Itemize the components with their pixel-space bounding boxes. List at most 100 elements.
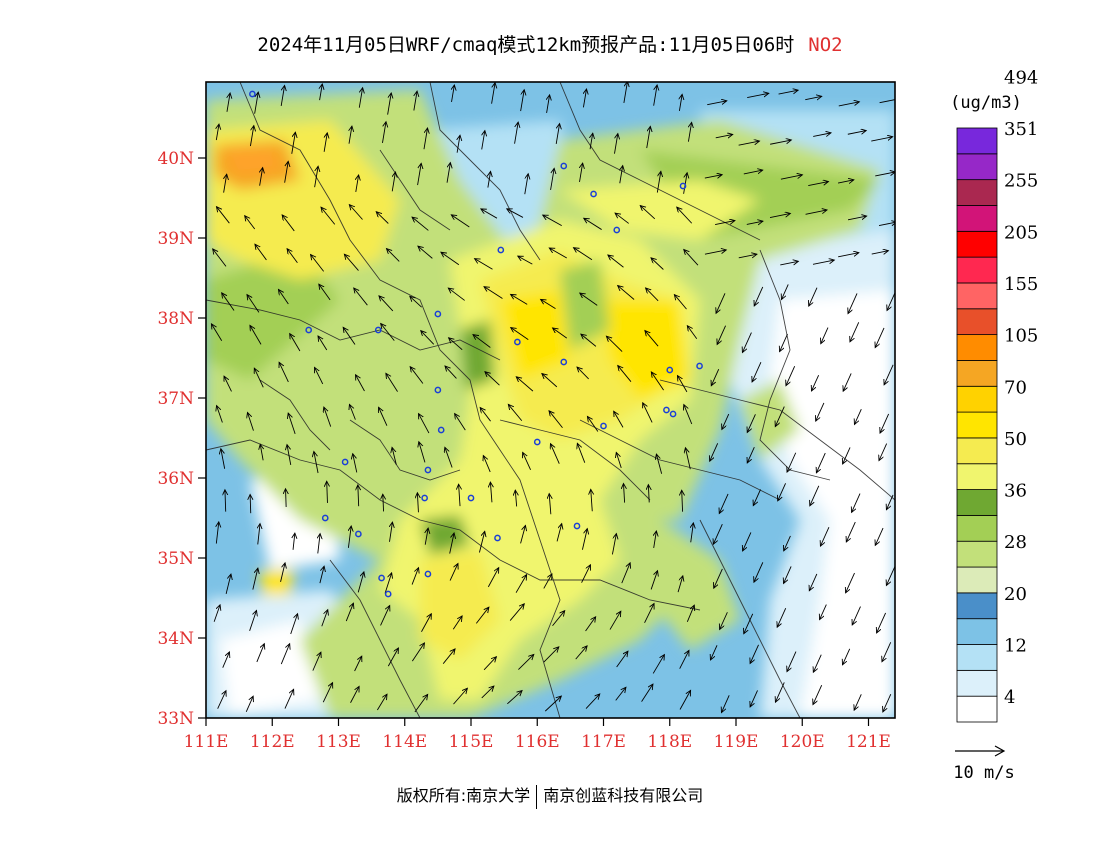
wind-arrow <box>518 654 533 670</box>
wind-arrow <box>487 568 498 588</box>
wind-arrow <box>616 452 622 469</box>
wind-arrow <box>875 172 895 177</box>
wind-arrow <box>287 249 298 264</box>
wind-arrow <box>322 683 332 703</box>
wind-arrow <box>585 694 600 709</box>
wind-arrow <box>284 689 294 709</box>
lon-label: 118E <box>647 732 692 752</box>
wind-arrow <box>769 213 790 219</box>
wind-arrow <box>449 533 454 554</box>
wind-arrow <box>452 616 462 630</box>
wind-arrow <box>641 684 653 702</box>
wind-arrow <box>608 255 624 268</box>
city-marker <box>560 358 568 366</box>
lat-label: 38N <box>157 309 194 329</box>
wind-arrow <box>646 288 659 302</box>
wind-arrow <box>813 654 822 673</box>
wind-arrow <box>837 180 854 183</box>
city-marker <box>467 494 475 502</box>
wind-arrow <box>291 132 296 154</box>
copyright-separator <box>536 784 538 809</box>
wind-arrow <box>319 566 324 584</box>
wind-arrow <box>682 490 683 512</box>
wind-arrow <box>752 362 762 382</box>
wind-arrow <box>754 286 764 306</box>
legend-swatch <box>956 153 998 181</box>
wind-arrow <box>293 533 295 550</box>
city-marker <box>663 406 670 414</box>
wind-arrow <box>686 605 694 622</box>
wind-arrow <box>618 366 632 383</box>
wind-arrow <box>684 405 693 425</box>
wind-arrow <box>620 166 623 184</box>
lon-label: 115E <box>449 732 494 752</box>
wind-arrow <box>606 336 623 352</box>
city-marker <box>321 514 329 522</box>
copyright-left: 版权所有:南京大学 <box>396 786 531 805</box>
wind-arrow <box>280 563 285 582</box>
wind-arrow <box>383 494 384 512</box>
wind-arrow <box>418 246 433 259</box>
wind-arrow <box>349 404 356 420</box>
legend-label: 494 <box>1004 67 1038 88</box>
city-marker <box>378 574 385 582</box>
wind-arrow <box>715 134 733 137</box>
wind-arrow <box>716 293 726 313</box>
wind-arrow <box>850 322 860 342</box>
wind-arrow <box>842 648 851 665</box>
wind-arrow <box>446 163 450 183</box>
city-marker <box>533 438 541 446</box>
wind-arrow <box>314 451 319 474</box>
legend-label: 155 <box>1004 274 1038 295</box>
legend-swatch <box>956 179 998 206</box>
wind-arrow <box>349 205 363 220</box>
wind-arrow <box>580 293 598 306</box>
wind-arrow <box>392 447 397 465</box>
wind-arrow <box>816 452 826 473</box>
wind-arrow <box>574 248 593 261</box>
wind-arrow <box>816 402 825 421</box>
wind-arrow <box>549 248 567 259</box>
wind-arrow <box>417 493 418 513</box>
legend-units: (ug/m3) <box>950 93 1022 113</box>
wind-arrow <box>787 452 797 472</box>
wind-arrow <box>507 691 522 705</box>
wind-arrow <box>511 294 528 305</box>
wind-arrow <box>213 249 227 267</box>
legend-label: 12 <box>1004 636 1027 657</box>
city-marker <box>497 246 505 254</box>
wind-arrow <box>886 494 894 510</box>
wind-arrow <box>887 292 895 311</box>
wind-arrow <box>390 522 393 542</box>
wind-arrow <box>679 94 682 111</box>
wind-arrow <box>423 128 428 150</box>
lat-label: 33N <box>157 709 194 729</box>
lon-label: 112E <box>250 732 295 752</box>
wind-arrow <box>327 481 328 503</box>
wind-arrow <box>376 694 387 711</box>
wind-arrow <box>386 373 398 392</box>
admin-boundaries <box>206 82 895 718</box>
wind-arrow <box>585 617 596 632</box>
legend-label: 105 <box>1004 326 1038 347</box>
lon-label: 116E <box>515 732 560 752</box>
wind-arrow <box>256 644 264 663</box>
wind-arrow <box>448 288 465 301</box>
wind-arrow <box>719 493 729 514</box>
wind-arrow <box>615 213 629 224</box>
wind-arrow <box>358 88 362 108</box>
wind-arrow <box>459 484 460 507</box>
wind-arrow <box>449 338 463 350</box>
legend-swatch <box>956 566 998 594</box>
wind-arrow <box>784 566 792 583</box>
wind-arrow <box>743 170 763 175</box>
wind-arrow <box>838 102 860 107</box>
wind-arrow <box>249 126 253 147</box>
wind-arrow <box>846 572 855 593</box>
city-marker <box>679 182 687 190</box>
longitude-axis: 111E 112E 113E 114E 115E 116E 117E 118E 119E 120E… <box>184 718 891 752</box>
legend-swatch <box>956 463 998 490</box>
wind-arrow <box>651 258 664 270</box>
wind-arrow <box>581 529 587 550</box>
wind-arrow <box>279 362 289 383</box>
